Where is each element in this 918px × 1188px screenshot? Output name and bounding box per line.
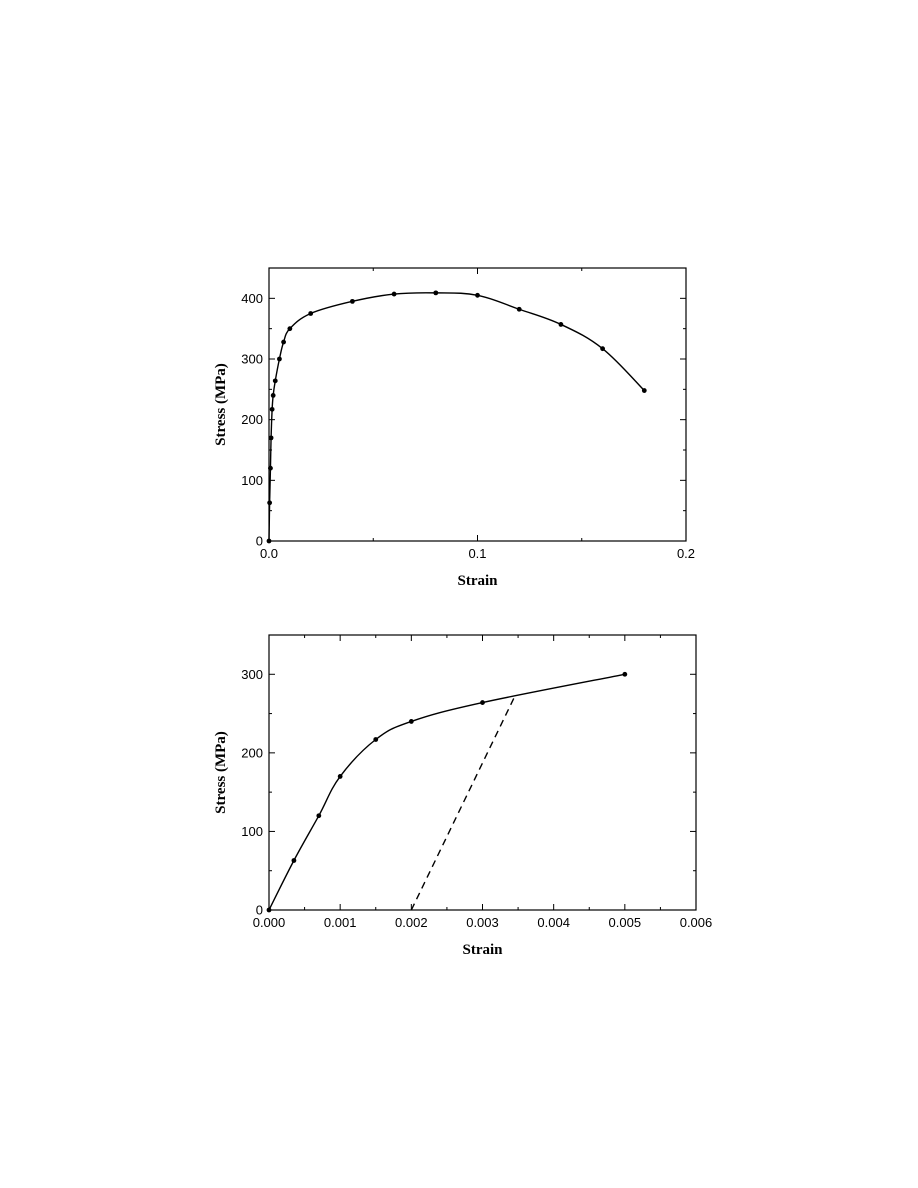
chart2-series-line	[268, 673, 625, 911]
chart1-data-point	[600, 346, 605, 352]
chart2-data-point	[408, 719, 414, 724]
chart1-data-point	[266, 538, 272, 544]
chart1-data-point	[516, 306, 522, 312]
chart1-data-point	[641, 388, 647, 393]
chart1-x-tick-label: 0.1	[468, 546, 486, 561]
chart2-plot-frame	[268, 634, 697, 911]
chart2-data-point	[291, 858, 297, 863]
chart1-y-tick-label: 200	[241, 412, 263, 427]
chart1-data-point	[277, 356, 282, 362]
chart1-data-point	[272, 378, 278, 384]
chart2-x-tick-label: 0.000	[253, 915, 286, 930]
chart1-x-tick-label: 0.0	[260, 546, 278, 561]
chart1-data-point	[350, 298, 355, 304]
chart2-data-point	[316, 813, 322, 819]
chart2-y-tick-label: 300	[241, 667, 263, 682]
chart1-data-point	[308, 311, 314, 316]
chart1-y-tick-label: 400	[241, 291, 263, 306]
chart1-y-tick-label: 300	[241, 352, 263, 367]
chart1-data-point	[281, 339, 286, 345]
chart2-x-tick-label: 0.006	[680, 915, 713, 930]
chart2-x-tick-label: 0.002	[395, 915, 428, 930]
chart1-data-point	[391, 291, 397, 297]
chart2-y-tick-label: 100	[241, 824, 263, 839]
chart2-offset-line	[410, 693, 517, 911]
chart2-x-tick-label: 0.001	[324, 915, 357, 930]
chart1-data-point	[270, 393, 276, 398]
chart2-y-tick-label: 200	[241, 745, 263, 760]
chart2-data-point	[373, 737, 379, 742]
chart2-data-point	[337, 774, 343, 779]
chart1-data-point	[268, 435, 274, 441]
chart2-data-point	[622, 671, 628, 677]
chart2-x-tick-label: 0.004	[537, 915, 570, 930]
chart1-data-point	[267, 500, 273, 506]
chart2-y-tick-label: 0	[256, 903, 263, 918]
chart1-x-axis-title: Strain	[457, 573, 498, 589]
chart1-data-point	[433, 290, 439, 296]
chart1-data-point	[268, 465, 273, 471]
chart2-y-axis-title: Stress (MPa)	[213, 731, 229, 814]
chart1-y-tick-label: 100	[241, 473, 263, 488]
chart1-data-point	[287, 326, 293, 332]
chart1-y-tick-label: 0	[256, 534, 263, 549]
chart2-x-axis-title: Strain	[462, 942, 503, 958]
chart1-series-line	[268, 292, 645, 542]
chart1-data-point	[475, 292, 480, 298]
chart2-x-tick-label: 0.005	[609, 915, 642, 930]
chart1-y-axis-title: Stress (MPa)	[213, 363, 229, 446]
chart1-data-point	[558, 322, 564, 327]
chart2-x-tick-label: 0.003	[466, 915, 499, 930]
chart1-data-point	[269, 406, 275, 412]
chart1-plot-frame	[268, 267, 687, 542]
chart2-data-point	[480, 700, 485, 705]
chart2-data-point	[266, 907, 272, 913]
chart1-x-tick-label: 0.2	[677, 546, 695, 561]
